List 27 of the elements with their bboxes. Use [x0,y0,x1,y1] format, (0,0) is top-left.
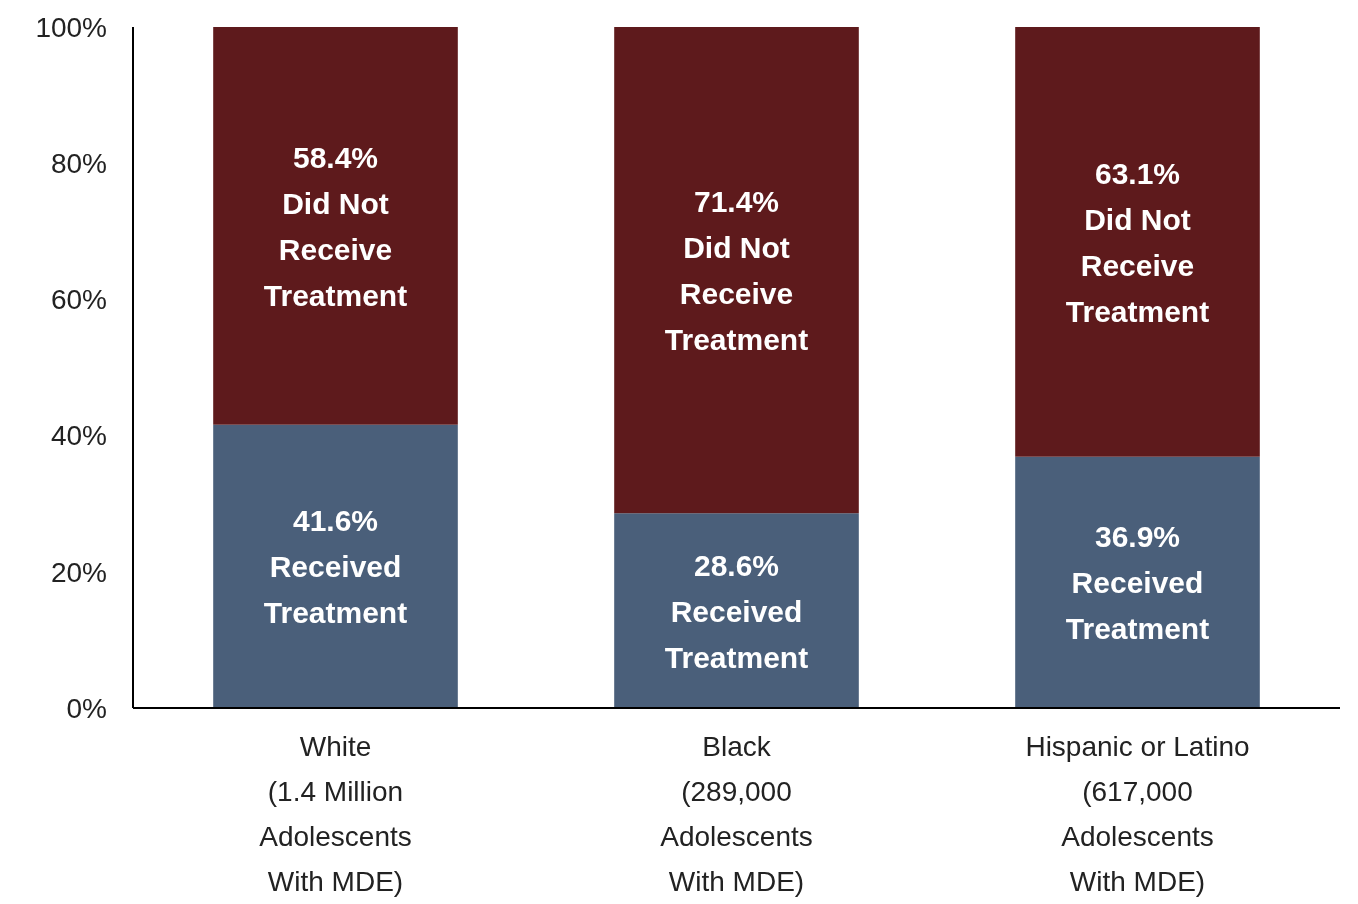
y-tick-label: 100% [35,11,107,43]
data-label: 28.6% [693,548,780,582]
y-tick-label: 20% [50,556,107,588]
y-tick-label: 60% [50,284,107,316]
x-tick-label: Black (289,000 Adolescents With MDE) [660,731,813,897]
text: Received Treatment [263,550,408,630]
x-tick-label: White (1.4 Million Adolescents With MDE) [259,731,412,897]
text: Did Not Receive Treatment [263,186,408,312]
bar [213,424,458,708]
data-label: 63.1% [1094,156,1181,190]
text: Received Treatment [1065,566,1210,646]
bar [1015,456,1260,708]
data-label: 71.4% [693,185,780,219]
bar [213,27,458,425]
bar [1015,27,1260,457]
data-label: 58.4% [292,140,379,174]
series-label: Received Treatment [664,594,809,674]
x-tick-label: Hispanic or Latino (617,000 Adolescents With MDE) [1025,731,1250,897]
data-label: 41.6% [292,504,379,538]
bar [614,513,859,708]
data-label: 36.9% [1094,520,1181,554]
bar [614,27,859,514]
series-label: Did Not Receive Treatment [664,231,809,357]
y-tick-label: 0% [66,692,107,724]
text: Did Not Receive Treatment [1065,202,1210,328]
y-tick-label: 80% [50,148,107,179]
y-tick-label: 40% [50,420,107,452]
